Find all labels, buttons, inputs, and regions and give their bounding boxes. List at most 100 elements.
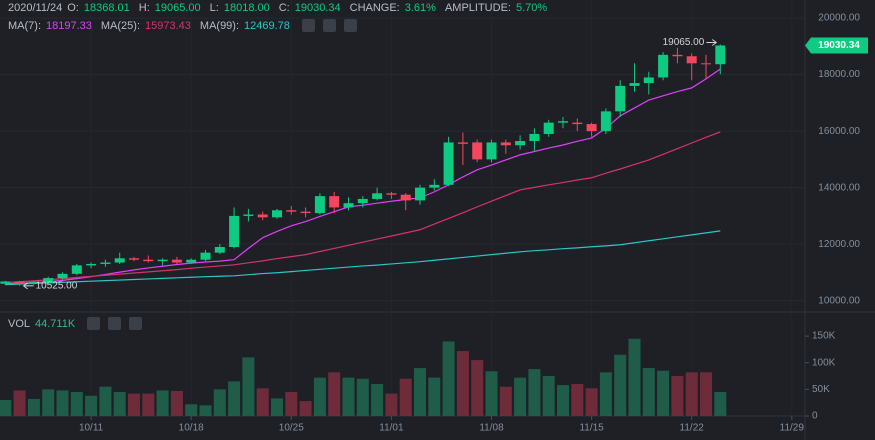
date: 2020/11/24 <box>8 2 63 14</box>
candle-body <box>129 258 139 260</box>
candle-body <box>515 141 526 146</box>
candle-body <box>372 193 383 199</box>
volume-bar <box>614 354 627 416</box>
candle-body <box>472 142 483 160</box>
candle-body <box>300 211 311 214</box>
x-tick-label: 10/18 <box>179 423 204 434</box>
settings-button[interactable] <box>108 317 122 330</box>
volume-bar <box>671 376 684 416</box>
volume-bar <box>271 398 283 416</box>
candle-body <box>200 252 211 260</box>
volume-bar <box>471 360 484 416</box>
volume-value: 44.711K <box>35 317 76 330</box>
volume-bar <box>356 378 369 416</box>
volume-tick-label: 50K <box>812 384 830 395</box>
high-marker-arrow <box>712 39 718 46</box>
volume-bar <box>27 398 40 416</box>
volume-bar <box>628 338 641 416</box>
field-label: L: <box>209 2 219 14</box>
low-marker-label: 10525.00 <box>36 280 78 291</box>
candle-body <box>257 214 268 218</box>
visibility-toggle[interactable] <box>301 19 315 32</box>
candle-body <box>143 259 154 262</box>
volume-bar <box>442 341 455 416</box>
ma-label: MA(7): <box>8 19 41 32</box>
volume-bar <box>313 377 326 416</box>
last-price-tag <box>805 37 868 54</box>
candle-body <box>643 77 654 84</box>
candle-body <box>672 54 683 57</box>
y-tick-label: 14000.00 <box>818 182 860 193</box>
candle-body <box>457 142 468 144</box>
candle-body <box>28 281 39 284</box>
candle-body <box>400 194 411 201</box>
volume-bar <box>285 392 298 416</box>
last-price-label: 19030.34 <box>818 40 860 51</box>
x-tick-label: 11/22 <box>680 423 705 434</box>
volume-bar <box>99 386 112 416</box>
ma-label: MA(99): <box>199 19 240 32</box>
candle-body <box>43 278 54 284</box>
volume-bar <box>128 393 140 416</box>
candle-body <box>157 259 168 262</box>
volume-bar <box>456 351 469 416</box>
candle-body <box>57 273 68 279</box>
volume-bar <box>299 401 312 416</box>
x-tick-label: 10/11 <box>79 423 104 434</box>
field-value: 18018.00 <box>223 2 270 14</box>
ma-value: 15973.43 <box>145 19 191 32</box>
volume-bar <box>599 372 612 416</box>
moving-average-line <box>5 230 721 286</box>
candle-body <box>443 142 454 185</box>
close-button[interactable] <box>343 19 357 32</box>
volume-bar <box>42 389 55 416</box>
candle-body <box>86 263 97 266</box>
field-value: 19030.34 <box>294 2 341 14</box>
volume-bar <box>342 377 355 416</box>
settings-button[interactable] <box>322 19 336 32</box>
field-label: CHANGE: <box>349 2 400 14</box>
volume-bar <box>571 384 584 416</box>
x-tick-label: 11/29 <box>780 423 805 434</box>
field-value: 5.70% <box>515 2 548 14</box>
volume-bar <box>414 368 426 416</box>
candle-body <box>229 215 240 247</box>
volume-bar <box>0 400 12 416</box>
volume-bar <box>142 393 155 416</box>
volume-bar <box>256 388 269 416</box>
volume-bar <box>585 388 598 416</box>
close-button[interactable] <box>129 317 143 330</box>
candle-body <box>272 210 282 218</box>
volume-header: VOL 44.711K <box>8 317 143 330</box>
y-tick-label: 12000.00 <box>818 239 860 250</box>
candle-body <box>0 281 11 284</box>
candle-body <box>357 198 368 204</box>
field-label: C: <box>278 2 290 14</box>
volume-bar <box>156 390 169 416</box>
volume-bar <box>228 381 241 416</box>
volume-bar <box>170 390 183 416</box>
x-tick-label: 10/25 <box>279 423 304 434</box>
volume-bar <box>242 357 255 416</box>
candle-body <box>500 142 511 146</box>
candle-body <box>701 63 711 65</box>
ma-label: MA(25): <box>100 19 141 32</box>
high-marker-label: 19065.00 <box>663 37 705 48</box>
volume-bar <box>499 386 512 416</box>
volume-bar <box>385 393 398 416</box>
field-value: 18368.01 <box>83 2 130 14</box>
candle-body <box>543 122 554 134</box>
volume-bar <box>528 369 541 416</box>
x-tick-label: 11/01 <box>379 423 404 434</box>
candle-body <box>114 258 125 263</box>
candle-body <box>529 133 540 142</box>
ma-legend: MA(7): 18197.33 MA(25): 15973.43 MA(99): 12… <box>8 19 357 32</box>
volume-bar <box>700 372 712 416</box>
candle-body <box>71 265 82 274</box>
field-label: H: <box>138 2 150 14</box>
volume-bar <box>428 377 441 416</box>
visibility-toggle[interactable] <box>87 317 101 330</box>
